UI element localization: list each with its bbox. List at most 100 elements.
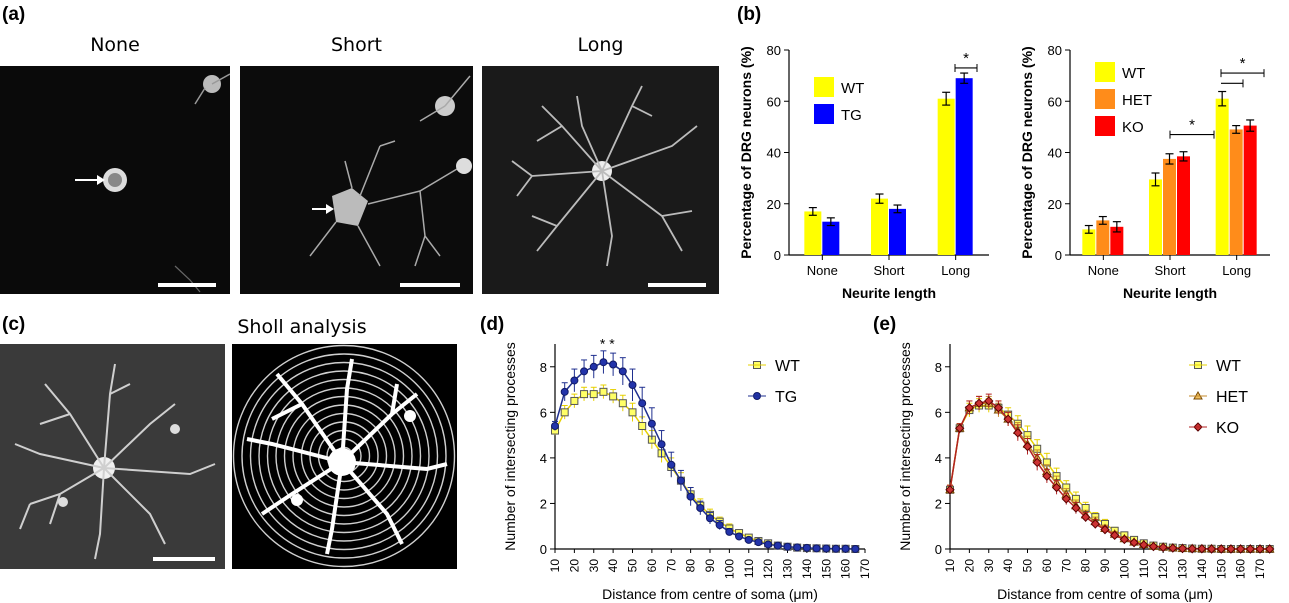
legend-label-wt: WT [775,358,800,375]
sholl-neurite [340,460,404,545]
y-axis-label: Percentage of DRG neurons (%) [738,46,754,258]
y-tick-label: 8 [935,360,942,375]
legend-label-ko: KO [1122,119,1144,136]
data-point-wt [560,408,569,417]
micrograph-neuron-image [0,344,225,569]
data-point-ko [1100,524,1110,535]
data-point-tg [599,358,608,367]
data-point-ko [1226,544,1236,554]
data-point-tg [570,376,579,385]
data-point-ko [993,403,1004,413]
x-tick-label: 140 [1195,559,1209,579]
data-point-tg [686,492,695,501]
data-point-ko [954,423,965,433]
micrograph-none-image [0,66,230,294]
x-tick-label: None [1088,263,1119,278]
bar-ko [1110,226,1124,255]
sholl-neurite [325,461,344,555]
sholl-neurite [246,437,343,464]
y-tick-label: 2 [540,496,547,511]
sholl-ring [283,395,405,517]
data-point-ko [1245,544,1256,554]
data-point-ko [1080,512,1091,522]
x-tick-label: 100 [1117,559,1131,579]
data-point-tg [706,514,714,523]
data-point-tg [812,544,821,553]
data-point-ko [1032,457,1042,468]
data-point-ko [1013,428,1023,438]
data-point-tg [551,422,559,430]
x-tick-label: Short [873,263,904,278]
data-point-tg [560,387,569,396]
data-point-ko [1061,494,1071,504]
x-tick-label: 80 [684,559,698,573]
y-tick-label: 0 [1055,248,1062,263]
significance-star: * [1240,55,1246,72]
x-tick-label: Long [1222,263,1251,278]
micrograph-long-image [482,66,719,294]
legend-swatch-tg [814,104,834,124]
panel-label-e: (e) [873,314,897,335]
sholl-rings-image [232,344,457,569]
sholl-neurite [340,358,354,463]
data-point-tg [696,504,705,512]
sholl-neurite [390,383,399,415]
x-tick-label: 40 [606,559,620,573]
data-point-tg [667,460,676,469]
micrograph-none [0,66,230,294]
x-tick-label: 170 [858,559,872,579]
chart-d: 0 2 4 6 8 10 20 30 40 50 60 70 80 90 100 110 120 130 140 15… [502,336,872,602]
panel-label-d: (d) [480,314,505,335]
data-point-tg [609,360,618,369]
data-point-ko [1139,540,1149,550]
y-axis-label: Number of intersecting processes [897,342,913,551]
panel-a-title-long: Long [577,34,624,56]
data-point-tg [793,543,802,552]
x-tick-label: 140 [800,559,814,579]
x-tick-label: 10 [548,559,562,573]
legend-label-het: HET [1122,92,1152,109]
y-tick-label: 0 [935,542,942,557]
x-tick-label: 150 [819,559,833,579]
bar-tg [889,208,906,255]
x-tick-label: 50 [1021,559,1035,573]
y-tick-label: 80 [767,43,781,58]
x-tick-label: 20 [567,559,581,573]
micrograph-short-image [240,66,473,294]
y-tick-label: 6 [540,405,547,420]
data-point-tg [841,544,850,553]
data-point-ko [1216,544,1226,554]
data-point-tg [822,544,831,553]
y-tick-label: 60 [1048,94,1062,109]
data-point-wt [609,392,618,401]
x-axis-label: Distance from centre of soma (μm) [602,586,818,602]
sholl-ring [258,370,430,542]
data-point-tg [725,527,734,536]
x-tick-label: 120 [761,559,775,579]
legend-label-tg: TG [775,389,797,406]
data-point-tg [802,543,811,552]
bar-tg [822,221,840,255]
data-point-ko [1158,542,1168,553]
data-point-tg [628,381,637,389]
data-point-ko [1187,544,1197,554]
sholl-neurite [260,460,344,516]
chart-b-left: 0 20 40 60 80 None Short Long Neurite length Perc… [738,43,989,301]
x-tick-label: 100 [722,559,736,579]
x-tick-label: 130 [1176,559,1190,579]
bar-ko [1243,125,1257,255]
panel-label-a: (a) [2,4,26,25]
y-tick-label: 0 [540,542,547,557]
data-point-ko [945,485,955,495]
panel-label-c: (c) [2,314,26,335]
y-axis-label: Number of intersecting processes [502,342,518,551]
data-point-tg [657,440,666,449]
x-tick-label: 120 [1156,559,1170,579]
data-point-ko [1119,534,1130,545]
legend-label-ko: KO [1216,420,1239,437]
x-tick-label: 20 [962,559,976,573]
data-point-wt [628,408,637,417]
data-point-tg [589,362,598,371]
data-point-ko [1109,530,1120,541]
y-tick-label: 0 [774,248,781,263]
